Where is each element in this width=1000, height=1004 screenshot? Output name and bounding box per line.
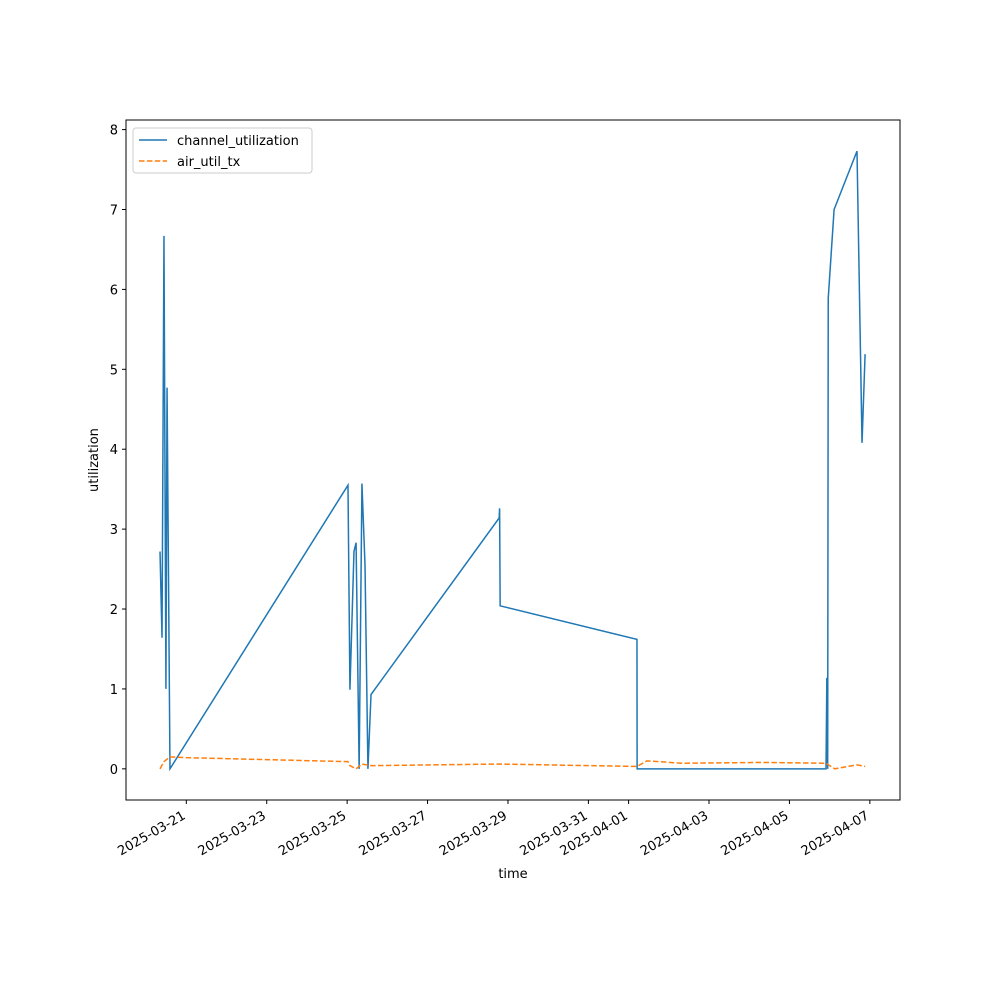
x-tick-label: 2025-03-29 (437, 808, 510, 859)
data-line (159, 150, 866, 772)
plot-frame (125, 119, 901, 801)
y-tick-label: 5 (110, 363, 118, 378)
y-tick-label: 4 (110, 443, 118, 458)
x-tick-label: 2025-03-21 (115, 808, 188, 859)
y-tick-label: 7 (110, 203, 118, 218)
x-tick-label: 2025-04-03 (638, 808, 711, 859)
x-tick-label: 2025-04-07 (799, 808, 872, 859)
legend-label: channel_utilization (177, 134, 299, 149)
y-tick-label: 8 (110, 124, 118, 139)
x-tick-label: 2025-03-23 (196, 808, 269, 859)
x-tick-label: 2025-04-05 (718, 808, 791, 859)
y-tick-label: 6 (110, 283, 118, 298)
legend-box (132, 127, 313, 174)
y-tick-label: 2 (110, 603, 118, 618)
x-axis-label: time (498, 867, 527, 882)
legend-label: air_util_tx (177, 155, 241, 170)
y-tick-label: 0 (110, 763, 118, 778)
x-tick-label: 2025-03-27 (357, 808, 430, 859)
y-axis-label: utilization (87, 428, 102, 492)
y-tick-label: 3 (110, 523, 118, 538)
y-tick-label: 1 (110, 683, 118, 698)
x-tick-label: 2025-03-25 (276, 808, 349, 859)
data-line (159, 756, 866, 770)
